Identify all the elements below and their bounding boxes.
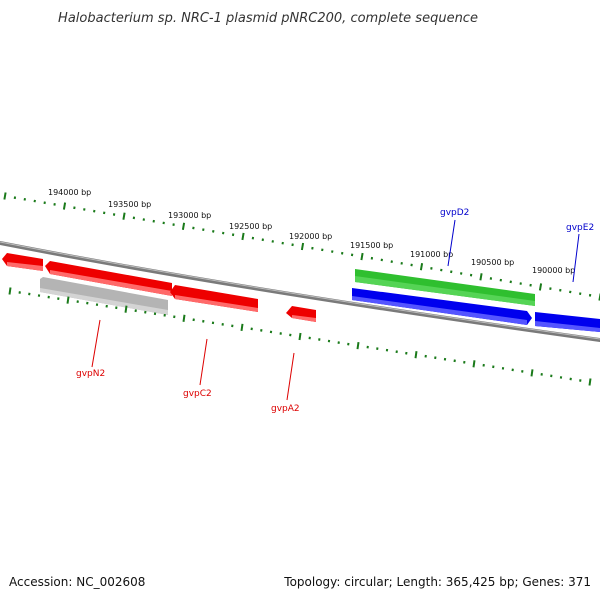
callout-line-gvpD2 <box>447 219 456 267</box>
tick-label-191500: 191500 bp <box>350 241 393 250</box>
callout-line-gvpE2 <box>572 233 580 283</box>
callout-line-gvpC2 <box>199 338 208 386</box>
gene-gvpA2-shade <box>292 315 316 322</box>
tick-label-190000: 190000 bp <box>532 266 575 275</box>
outer-scale-minor-tick <box>152 219 155 223</box>
gene-label-gvpC2[interactable]: gvpC2 <box>183 389 212 399</box>
gene-gvpC2-shade <box>175 295 258 312</box>
inner-scale-major-tick <box>240 323 244 332</box>
tick-label-190500: 190500 bp <box>471 258 514 267</box>
outer-scale-major-tick <box>538 283 543 291</box>
outer-scale-major-tick <box>3 192 7 200</box>
outer-scale-minor-tick <box>450 270 453 274</box>
outer-scale-track <box>3 192 600 301</box>
outer-scale-major-tick <box>62 202 67 210</box>
callout-line-gvpN2 <box>91 319 101 368</box>
gene-callouts: gvpD2 gvpE2 gvpN2 gvpC2 gvpA2 <box>76 208 594 414</box>
outer-scale-major-tick <box>479 273 483 281</box>
inner-scale-track <box>8 287 592 386</box>
outer-scale-major-tick <box>181 222 186 230</box>
outer-scale-major-tick <box>360 252 364 261</box>
accession-text: Accession: NC_002608 <box>9 575 145 589</box>
inner-scale-major-tick <box>414 351 418 359</box>
gene-blue-1-shade <box>352 296 527 325</box>
inner-scale-major-tick <box>298 332 302 341</box>
tick-label-192000: 192000 bp <box>289 232 332 241</box>
inner-scale-major-tick <box>530 369 534 377</box>
reverse-strand-features <box>2 253 600 332</box>
gene-gvpN2-red-shade <box>50 270 172 296</box>
gene-label-gvpA2[interactable]: gvpA2 <box>271 404 300 414</box>
tick-label-193500: 193500 bp <box>108 200 151 209</box>
backbone-arc-highlight <box>0 241 600 340</box>
gene-label-gvpN2[interactable]: gvpN2 <box>76 369 105 379</box>
inner-scale-major-tick <box>356 341 360 350</box>
tick-label-193000: 193000 bp <box>168 211 211 220</box>
inner-scale-major-tick <box>66 296 70 304</box>
gene-label-gvpD2[interactable]: gvpD2 <box>440 208 469 218</box>
gene-blue-2-shade <box>535 321 600 332</box>
summary-text: Topology: circular; Length: 365,425 bp; … <box>283 575 591 589</box>
gene-gvpD2-shade <box>355 276 535 306</box>
outer-scale-minor-tick <box>569 290 572 294</box>
outer-scale-minor-tick <box>390 260 393 264</box>
outer-scale-major-tick <box>419 263 424 271</box>
gene-label-gvpE2[interactable]: gvpE2 <box>566 223 594 233</box>
outer-scale-minor-tick <box>212 229 215 233</box>
tick-label-194000: 194000 bp <box>48 188 91 197</box>
outer-scale-minor-tick <box>271 240 274 243</box>
backbone-arc <box>0 241 600 342</box>
gene-gvpN2-gray-shade <box>40 288 168 315</box>
outer-scale-minor-tick <box>93 209 96 213</box>
inner-scale-major-tick <box>124 305 128 313</box>
outer-scale-minor-tick <box>33 199 36 203</box>
tick-label-191000: 191000 bp <box>410 250 453 259</box>
outer-scale-minor-tick <box>509 280 512 284</box>
tick-label-192500: 192500 bp <box>229 222 272 231</box>
scale-tick-labels: 194000 bp 193500 bp 193000 bp 192500 bp … <box>48 188 575 275</box>
outer-scale-major-tick <box>241 232 245 241</box>
inner-scale-major-tick <box>182 314 186 322</box>
outer-scale-minor-tick <box>331 250 334 253</box>
inner-scale-major-tick <box>588 378 592 386</box>
inner-scale-major-tick <box>472 360 476 368</box>
outer-scale-major-tick <box>300 242 305 251</box>
forward-strand-features <box>355 269 535 306</box>
callout-line-gvpA2 <box>286 352 295 401</box>
gene-red-left-shade <box>7 262 43 271</box>
map-title: Halobacterium sp. NRC-1 plasmid pNRC200,… <box>58 11 478 26</box>
inner-scale-major-tick <box>8 287 12 295</box>
outer-scale-major-tick <box>122 212 126 220</box>
